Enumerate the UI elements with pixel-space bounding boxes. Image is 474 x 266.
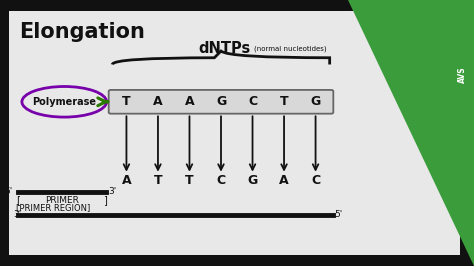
Text: AVS: AVS <box>458 66 466 83</box>
Text: Polymerase: Polymerase <box>32 97 96 107</box>
Text: dNTPs: dNTPs <box>198 41 250 56</box>
Text: PRIMER: PRIMER <box>45 196 79 205</box>
FancyBboxPatch shape <box>109 90 333 114</box>
Text: A: A <box>122 174 131 187</box>
Text: ]: ] <box>103 195 107 205</box>
Text: 3': 3' <box>13 210 21 219</box>
Text: [: [ <box>16 195 20 205</box>
Text: T: T <box>280 95 288 108</box>
Text: 5': 5' <box>5 187 13 196</box>
Text: T: T <box>185 174 194 187</box>
Text: C: C <box>248 95 257 108</box>
Text: A: A <box>185 95 194 108</box>
Text: Elongation: Elongation <box>19 22 146 42</box>
Text: 5': 5' <box>335 210 343 219</box>
Text: G: G <box>216 95 226 108</box>
Text: A: A <box>279 174 289 187</box>
Text: T: T <box>122 95 131 108</box>
Text: A: A <box>153 95 163 108</box>
Text: 3': 3' <box>109 187 117 196</box>
Text: C: C <box>217 174 226 187</box>
Text: [PRIMER REGION]: [PRIMER REGION] <box>16 203 91 212</box>
Text: C: C <box>311 174 320 187</box>
Text: T: T <box>154 174 162 187</box>
Text: G: G <box>310 95 321 108</box>
Text: (normal nucleotides): (normal nucleotides) <box>254 45 327 52</box>
Text: G: G <box>247 174 258 187</box>
